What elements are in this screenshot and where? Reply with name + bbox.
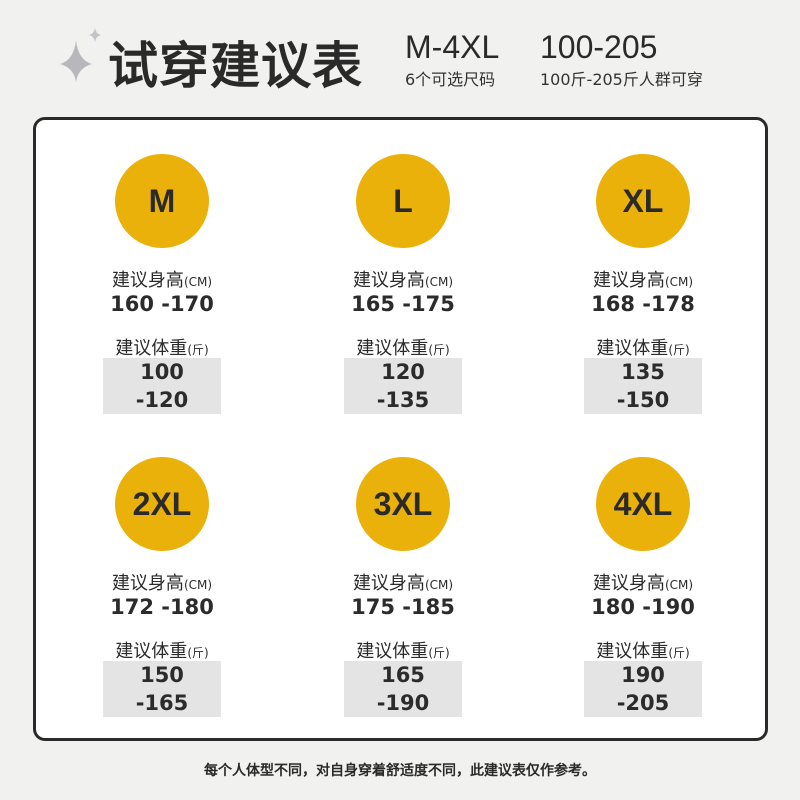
- weight-label-text: 建议体重: [596, 641, 669, 662]
- weight-value: 135 -150: [584, 358, 702, 414]
- height-label: 建议身高(CM): [543, 266, 743, 291]
- height-label-text: 建议身高: [592, 573, 665, 594]
- weight-label: 建议体重(斤): [62, 334, 262, 359]
- weight-label: 建议体重(斤): [543, 334, 743, 359]
- size-cell-l: L 建议身高(CM) 165 -175 建议体重(斤) 120 -135: [303, 154, 503, 414]
- weight-label: 建议体重(斤): [303, 637, 503, 662]
- weight-label: 建议体重(斤): [303, 334, 503, 359]
- size-chart-card: M 建议身高(CM) 160 -170 建议体重(斤) 100 -120 L 建议…: [33, 117, 768, 741]
- size-badge: M: [115, 154, 209, 248]
- height-value: 172 -180: [110, 595, 214, 619]
- weight-value: 100 -120: [103, 358, 221, 414]
- height-label-text: 建议身高: [352, 270, 425, 291]
- page-title: 试穿建议表: [108, 37, 363, 95]
- size-cell-2xl: 2XL 建议身高(CM) 172 -180 建议体重(斤) 150 -165: [62, 457, 262, 717]
- weight-label-text: 建议体重: [596, 338, 669, 359]
- weight-unit: (斤): [187, 343, 209, 357]
- weight-label-text: 建议体重: [356, 338, 429, 359]
- height-label-text: 建议身高: [111, 270, 184, 291]
- weight-label-text: 建议体重: [115, 641, 188, 662]
- height-label: 建议身高(CM): [62, 569, 262, 594]
- height-label: 建议身高(CM): [303, 569, 503, 594]
- height-label: 建议身高(CM): [303, 266, 503, 291]
- size-badge: 4XL: [596, 457, 690, 551]
- height-label-text: 建议身高: [111, 573, 184, 594]
- height-unit: (CM): [183, 275, 213, 289]
- height-unit: (CM): [664, 578, 694, 592]
- height-value: 160 -170: [110, 292, 214, 316]
- weight-label: 建议体重(斤): [62, 637, 262, 662]
- size-cell-m: M 建议身高(CM) 160 -170 建议体重(斤) 100 -120: [62, 154, 262, 414]
- height-unit: (CM): [424, 578, 454, 592]
- height-label-text: 建议身高: [352, 573, 425, 594]
- height-label: 建议身高(CM): [62, 266, 262, 291]
- size-badge: L: [356, 154, 450, 248]
- weight-range: 100-205: [540, 29, 658, 65]
- size-range: M-4XL: [405, 29, 500, 65]
- weight-label-text: 建议体重: [115, 338, 188, 359]
- height-unit: (CM): [183, 578, 213, 592]
- height-value: 165 -175: [351, 292, 455, 316]
- weight-note: 100斤-205斤人群可穿: [540, 70, 703, 89]
- weight-value: 165 -190: [344, 661, 462, 717]
- height-value: 180 -190: [591, 595, 695, 619]
- weight-unit: (斤): [428, 343, 450, 357]
- sparkle-icon: [60, 28, 101, 82]
- size-cell-3xl: 3XL 建议身高(CM) 175 -185 建议体重(斤) 165 -190: [303, 457, 503, 717]
- size-badge: 3XL: [356, 457, 450, 551]
- height-label: 建议身高(CM): [543, 569, 743, 594]
- weight-unit: (斤): [668, 343, 690, 357]
- size-cell-4xl: 4XL 建议身高(CM) 180 -190 建议体重(斤) 190 -205: [543, 457, 743, 717]
- weight-label-text: 建议体重: [356, 641, 429, 662]
- height-value: 168 -178: [591, 292, 695, 316]
- weight-label: 建议体重(斤): [543, 637, 743, 662]
- height-value: 175 -185: [351, 595, 455, 619]
- size-note: 6个可选尺码: [405, 70, 496, 89]
- height-unit: (CM): [424, 275, 454, 289]
- size-badge: 2XL: [115, 457, 209, 551]
- weight-unit: (斤): [187, 646, 209, 660]
- size-cell-xl: XL 建议身高(CM) 168 -178 建议体重(斤) 135 -150: [543, 154, 743, 414]
- size-badge: XL: [596, 154, 690, 248]
- weight-unit: (斤): [428, 646, 450, 660]
- weight-value: 150 -165: [103, 661, 221, 717]
- weight-value: 120 -135: [344, 358, 462, 414]
- footer-note: 每个人体型不同，对自身穿着舒适度不同，此建议表仅作参考。: [204, 763, 596, 779]
- height-unit: (CM): [664, 275, 694, 289]
- weight-unit: (斤): [668, 646, 690, 660]
- weight-value: 190 -205: [584, 661, 702, 717]
- height-label-text: 建议身高: [592, 270, 665, 291]
